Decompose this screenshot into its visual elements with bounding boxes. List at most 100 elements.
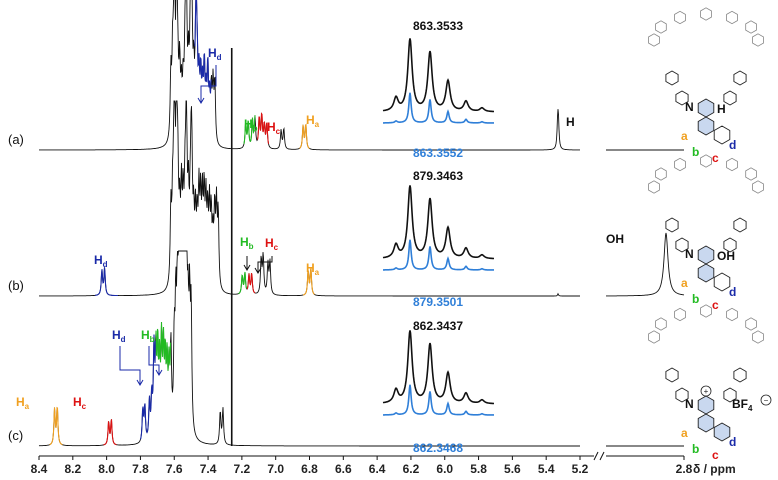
colored-signal (302, 268, 315, 296)
colored-signal (94, 267, 118, 297)
ms-calc-value: 879.3501 (413, 295, 463, 309)
position-label-c: c (712, 151, 719, 165)
trace-label: (b) (8, 278, 24, 293)
x-axis-label: δ / ppm (693, 462, 736, 476)
signal-label: Ha (16, 395, 30, 411)
structure-a: Nab cd H (648, 7, 764, 165)
x-tick-label: 6.0 (436, 462, 453, 476)
position-label-a: a (681, 426, 688, 440)
ms-trace (383, 384, 494, 416)
position-label-c: c (712, 448, 719, 462)
benzene-ring (697, 116, 715, 136)
colored-signal (299, 123, 310, 149)
trace-label: (a) (8, 132, 24, 147)
benzene-ring (713, 422, 731, 442)
signal-label: Hd (94, 253, 108, 269)
leader-line (119, 346, 141, 385)
position-label-b: b (692, 145, 699, 159)
ms-inset-a: 863.3533 863.3552 (382, 19, 494, 160)
x-tick-label: 8.2 (64, 462, 81, 476)
benzene-ring (675, 90, 689, 106)
benzene-ring (745, 20, 757, 34)
ms-trace (382, 330, 494, 405)
trace-label: (c) (8, 428, 23, 443)
benzene-ring (726, 307, 738, 322)
signal-label: Ha (306, 261, 320, 277)
signal-label: Hb (240, 235, 254, 251)
colored-signal (103, 419, 117, 446)
ms-calc-value: 862.3468 (413, 441, 463, 455)
benzene-ring (700, 304, 712, 318)
benzene-ring (648, 330, 660, 344)
benzene-ring (733, 70, 747, 86)
spectrum-b: (b) (8, 100, 685, 297)
benzene-ring (697, 413, 715, 433)
benzene-ring (675, 387, 689, 403)
macrocycle-arch (648, 154, 764, 194)
x-tick-label: 5.4 (538, 462, 555, 476)
axis-break-mark (593, 451, 605, 461)
benzene-ring (733, 367, 747, 383)
plus-sign: + (704, 387, 709, 396)
x-tick-label: 6.8 (301, 462, 318, 476)
benzene-ring (723, 237, 737, 253)
signal-label: Hc (73, 395, 87, 411)
leader-arrowhead (155, 369, 163, 376)
spectrum-trace (38, 250, 580, 447)
benzene-ring (752, 180, 764, 194)
ms-trace (383, 92, 494, 124)
x-tick-label: 7.4 (200, 462, 217, 476)
ms-trace (382, 38, 494, 113)
x-tick-label: 7.2 (234, 462, 251, 476)
benzene-ring (697, 245, 715, 265)
benzene-ring (675, 237, 689, 253)
colored-signal (139, 334, 157, 440)
leader-arrowhead (243, 264, 251, 271)
benzene-ring (700, 154, 712, 168)
benzene-ring (700, 7, 712, 21)
signal-label: Hd (112, 328, 126, 344)
benzene-ring (752, 330, 764, 344)
x-tick-label: 5.2 (572, 462, 589, 476)
leader-arrowhead (197, 97, 205, 104)
signal-label: Hc (265, 236, 279, 252)
benzene-ring (697, 263, 715, 283)
leader-arrowhead (136, 379, 144, 386)
spectrum-trace-break (606, 232, 685, 297)
spectrum-trace (39, 0, 580, 151)
signal-label: Hd (208, 46, 222, 62)
spectrum-a: (a) (8, 0, 684, 151)
benzene-ring (752, 33, 764, 47)
signal-label: OH (606, 232, 624, 246)
benzene-ring (697, 395, 715, 415)
position-label-a: a (681, 276, 688, 290)
minus-sign: − (764, 396, 769, 405)
substituent-label: OH (717, 249, 735, 263)
benzene-ring (723, 90, 737, 106)
ms-inset-b: 879.3463 879.3501 (382, 169, 494, 309)
benzene-ring (697, 98, 715, 118)
substituent-label: H (717, 102, 726, 116)
position-label-d: d (729, 285, 736, 299)
leader-line (257, 256, 273, 273)
benzene-ring (655, 167, 667, 181)
mass-spec-insets: 863.3533 863.3552 879.3463 879.3501 862.3437… (382, 19, 494, 455)
benzene-ring (648, 33, 660, 47)
benzene-ring (745, 317, 757, 331)
colored-signal (49, 406, 63, 446)
signal-label: Hb (141, 328, 155, 344)
x-tick-label: 8.4 (31, 462, 48, 476)
benzene-ring (713, 272, 731, 292)
x-tick-label: 7.6 (166, 462, 183, 476)
x-tick-label: 2.8 (676, 462, 693, 476)
x-tick-label: 6.2 (403, 462, 420, 476)
benzene-ring (733, 217, 747, 233)
x-tick-label: 7.0 (267, 462, 284, 476)
benzene-ring (713, 125, 731, 145)
position-label-c: c (712, 298, 719, 312)
signal-label: H (566, 115, 575, 129)
macrocycle-arch (648, 7, 764, 47)
benzene-ring (723, 387, 737, 403)
